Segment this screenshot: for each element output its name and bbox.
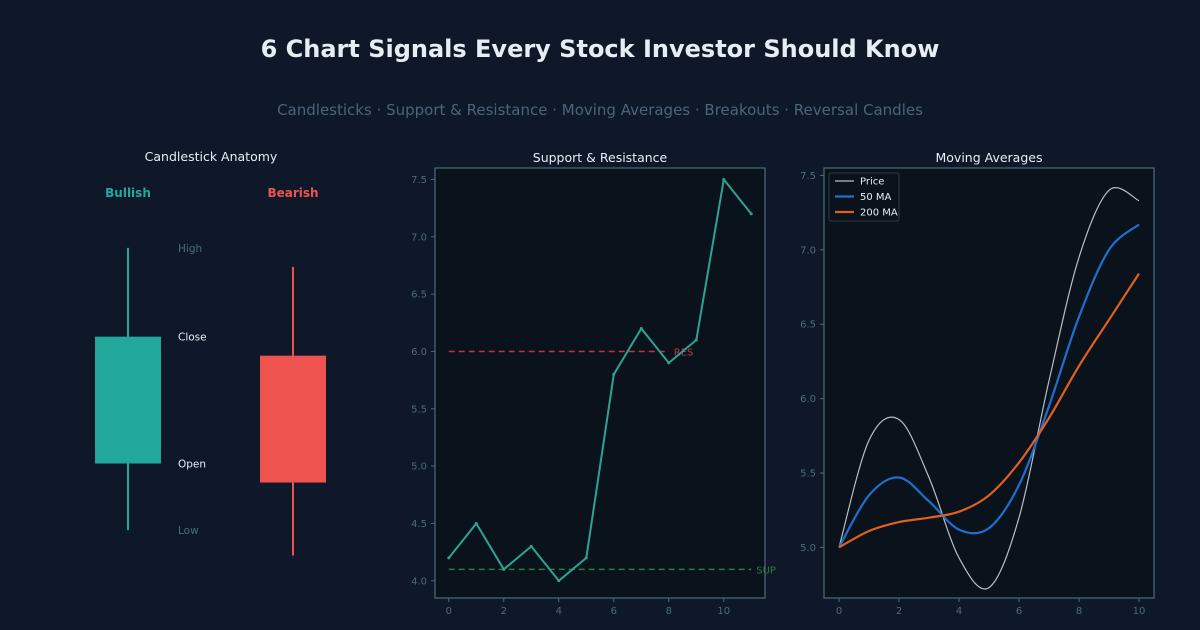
plot-area — [823, 167, 1155, 599]
price-point — [584, 556, 588, 560]
candle-body — [260, 355, 326, 483]
candlestick-anatomy-panel: Candlestick Anatomy Bullish Bearish High Clo… — [95, 149, 326, 556]
level-label: SUP — [756, 565, 776, 576]
chart-title: Support & Resistance — [533, 150, 668, 165]
level-res: RES — [448, 347, 694, 358]
x-tick-label: 0 — [446, 606, 452, 617]
candle-bearish: Bearish — [260, 186, 326, 556]
chart-title: Candlestick Anatomy — [145, 149, 278, 164]
price-point — [529, 544, 533, 548]
x-tick-label: 8 — [666, 606, 672, 617]
page-subtitle: Candlesticks · Support & Resistance · Mo… — [277, 101, 923, 119]
low-label: Low — [178, 525, 199, 537]
x-tick-label: 8 — [1076, 606, 1082, 617]
price-point — [722, 177, 726, 181]
page-title: 6 Chart Signals Every Stock Investor Sho… — [260, 35, 940, 63]
legend-label: 200 MA — [860, 208, 898, 219]
x-tick-label: 6 — [611, 606, 617, 617]
legend-label: Price — [860, 177, 884, 188]
price-point — [474, 521, 478, 525]
y-tick-label: 7.5 — [800, 171, 816, 182]
x-tick-label: 10 — [717, 606, 730, 617]
price-point — [502, 567, 506, 571]
y-tick-label: 6.0 — [411, 347, 427, 358]
price-point — [447, 556, 451, 560]
open-label: Open — [178, 459, 206, 471]
price-point — [639, 327, 643, 331]
y-tick-label: 4.5 — [411, 519, 427, 530]
moving-averages-panel: Moving Averages 0 2 4 6 8 10 5.0 5.5 6.0 6.5 7.0 7.5… — [800, 150, 1155, 617]
plot-area — [434, 167, 766, 599]
series-price-line — [838, 187, 1140, 590]
series-200-ma-line — [838, 273, 1140, 549]
x-tick-label: 6 — [1016, 606, 1022, 617]
legend-label: 50 MA — [860, 192, 892, 203]
series-50-ma-line — [838, 223, 1140, 548]
support-resistance-panel: Support & Resistance 0 2 4 6 8 10 4.0 4.5 5.0 5.5 6… — [411, 150, 776, 617]
y-tick-label: 5.0 — [411, 462, 427, 473]
candle-body — [95, 336, 161, 464]
level-sup: SUP — [448, 565, 776, 576]
price-point — [667, 361, 671, 365]
price-line — [448, 178, 753, 582]
candle-bullish: Bullish — [95, 186, 161, 531]
y-tick-label: 6.0 — [800, 394, 816, 405]
x-tick-label: 2 — [896, 606, 902, 617]
y-tick-label: 7.0 — [411, 232, 427, 243]
level-label: RES — [674, 347, 694, 358]
x-tick-label: 0 — [836, 606, 842, 617]
legend: Price 50 MA 200 MA — [828, 172, 900, 222]
y-tick-label: 7.5 — [411, 175, 427, 186]
y-tick-label: 5.5 — [411, 404, 427, 415]
y-tick-label: 7.0 — [800, 245, 816, 256]
x-tick-label: 4 — [556, 606, 562, 617]
y-tick-label: 5.5 — [800, 469, 816, 480]
y-tick-label: 6.5 — [411, 290, 427, 301]
high-label: High — [178, 243, 202, 255]
x-tick-label: 10 — [1133, 606, 1146, 617]
close-label: Close — [178, 332, 207, 344]
price-point — [612, 372, 616, 376]
legend-box — [828, 172, 900, 222]
y-tick-label: 4.0 — [411, 576, 427, 587]
y-tick-label: 6.5 — [800, 320, 816, 331]
price-point — [749, 212, 753, 216]
x-tick-label: 4 — [956, 606, 962, 617]
candle-name-label: Bullish — [105, 186, 151, 200]
x-tick-label: 2 — [501, 606, 507, 617]
price-point — [694, 338, 698, 342]
chart-title: Moving Averages — [936, 150, 1043, 165]
candle-name-label: Bearish — [267, 186, 318, 200]
price-point — [557, 579, 561, 583]
y-tick-label: 5.0 — [800, 543, 816, 554]
